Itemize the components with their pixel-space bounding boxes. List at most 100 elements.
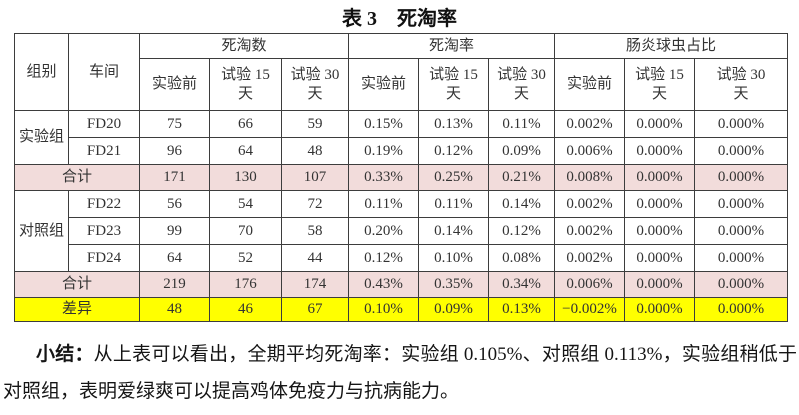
cell-diff-label: 差异 <box>14 297 140 322</box>
subheader-count-pre: 实验前 <box>139 58 210 111</box>
header-workshop-col: 车间 <box>68 33 140 111</box>
cell: 64 <box>209 137 282 165</box>
cell: 174 <box>280 271 350 298</box>
cell: 219 <box>139 271 210 298</box>
row-fd24: FD24 64 52 44 0.12% 0.10% 0.08% 0.002% 0… <box>15 244 789 272</box>
subheader-coccidia-30d: 试验 30 天 <box>694 58 789 111</box>
cell: 0.11% <box>418 190 490 218</box>
header-death-rate-group: 死淘率 <box>348 33 556 59</box>
cell: 66 <box>209 110 282 138</box>
cell-total-label: 合计 <box>14 271 140 298</box>
cell: 0.10% <box>348 297 420 322</box>
cell: 70 <box>209 217 282 245</box>
cell: 96 <box>139 137 210 165</box>
cell: 0.000% <box>694 137 789 165</box>
row-difference: 差异 48 46 67 0.10% 0.09% 0.13% −0.002% 0.… <box>14 297 789 322</box>
cell: 0.12% <box>348 244 420 272</box>
header-group-col: 组别 <box>14 33 69 111</box>
header-coccidia-group: 肠炎球虫占比 <box>554 33 789 59</box>
subheader-rate-30d: 试验 30 天 <box>488 58 556 111</box>
cell: 56 <box>139 190 210 218</box>
cell: 0.000% <box>694 190 789 218</box>
row-fd23: FD23 99 70 58 0.20% 0.14% 0.12% 0.002% 0… <box>15 217 789 245</box>
summary-body: 从上表可以看出，全期平均死淘率：实验组 0.105%、对照组 0.113%，实验… <box>3 344 797 402</box>
cell: 0.000% <box>694 164 789 191</box>
cell: 0.08% <box>488 244 556 272</box>
cell: 75 <box>139 110 210 138</box>
cell-workshop: FD22 <box>68 190 140 218</box>
subheader-count-30d: 试验 30 天 <box>280 58 350 111</box>
cell: 0.33% <box>348 164 420 191</box>
cell: −0.002% <box>554 297 626 322</box>
row-total-control: 合计 219 176 174 0.43% 0.35% 0.34% 0.006% … <box>14 271 789 298</box>
cell: 0.21% <box>488 164 556 191</box>
cell: 0.000% <box>624 297 696 322</box>
cell: 0.11% <box>348 190 420 218</box>
cell: 0.000% <box>624 271 696 298</box>
cell: 99 <box>139 217 210 245</box>
cell: 0.006% <box>554 137 626 165</box>
cell: 0.000% <box>624 217 696 245</box>
row-fd22: 对照组 FD22 56 54 72 0.11% 0.11% 0.14% 0.00… <box>14 190 789 272</box>
subheader-count-15d: 试验 15 天 <box>209 58 282 111</box>
cell: 0.000% <box>624 164 696 191</box>
subheader-rate-pre: 实验前 <box>348 58 420 111</box>
cell-workshop: FD21 <box>68 137 140 165</box>
cell: 48 <box>280 137 350 165</box>
cell: 0.14% <box>488 190 556 218</box>
cell: 0.002% <box>554 244 626 272</box>
cell: 48 <box>139 297 210 322</box>
subheader-coccidia-pre: 实验前 <box>554 58 626 111</box>
cell: 0.006% <box>554 271 626 298</box>
cell: 0.13% <box>418 110 490 138</box>
cell: 0.000% <box>694 297 789 322</box>
cell: 0.000% <box>694 271 789 298</box>
cell: 0.15% <box>348 110 420 138</box>
cell-total-label: 合计 <box>14 164 140 191</box>
cell: 176 <box>209 271 282 298</box>
cell-group-experimental: 实验组 <box>14 110 69 165</box>
summary-paragraph: 小结：从上表可以看出，全期平均死淘率：实验组 0.105%、对照组 0.113%… <box>3 336 797 410</box>
cell: 0.19% <box>348 137 420 165</box>
cell: 0.10% <box>418 244 490 272</box>
summary-lead: 小结： <box>36 344 94 365</box>
subheader-coccidia-15d: 试验 15 天 <box>624 58 696 111</box>
cell-workshop: FD23 <box>68 217 140 245</box>
cell: 44 <box>280 244 350 272</box>
cell: 0.000% <box>624 244 696 272</box>
cell: 72 <box>280 190 350 218</box>
cell: 0.35% <box>418 271 490 298</box>
cell: 0.12% <box>488 217 556 245</box>
cell: 67 <box>280 297 350 322</box>
cell: 46 <box>209 297 282 322</box>
cell-workshop: FD20 <box>68 110 140 138</box>
row-total-experimental: 合计 171 130 107 0.33% 0.25% 0.21% 0.008% … <box>14 164 789 191</box>
cell: 0.000% <box>694 110 789 138</box>
cell: 0.000% <box>694 244 789 272</box>
cell: 0.000% <box>624 190 696 218</box>
cell: 0.43% <box>348 271 420 298</box>
cell: 0.14% <box>418 217 490 245</box>
cell-workshop: FD24 <box>68 244 140 272</box>
cell: 107 <box>280 164 350 191</box>
cell: 0.09% <box>488 137 556 165</box>
row-fd21: FD21 96 64 48 0.19% 0.12% 0.09% 0.006% 0… <box>15 137 789 165</box>
cell: 0.25% <box>418 164 490 191</box>
subheader-rate-15d: 试验 15 天 <box>418 58 490 111</box>
cell: 0.000% <box>624 137 696 165</box>
cell: 0.008% <box>554 164 626 191</box>
cell: 54 <box>209 190 282 218</box>
header-row-groups: 组别 车间 死淘数 死淘率 肠炎球虫占比 <box>14 33 789 111</box>
header-row-subcolumns: 实验前 试验 15 天 试验 30 天 实验前 试验 15 天 试验 30 天 … <box>15 58 789 111</box>
cell: 0.000% <box>624 110 696 138</box>
cell: 0.002% <box>554 190 626 218</box>
cell: 59 <box>280 110 350 138</box>
cell: 64 <box>139 244 210 272</box>
cell: 0.002% <box>554 110 626 138</box>
cell: 171 <box>139 164 210 191</box>
cell: 0.11% <box>488 110 556 138</box>
table-title: 表 3 死淘率 <box>342 8 457 30</box>
cell: 0.002% <box>554 217 626 245</box>
cell: 0.13% <box>488 297 556 322</box>
cell: 0.000% <box>694 217 789 245</box>
